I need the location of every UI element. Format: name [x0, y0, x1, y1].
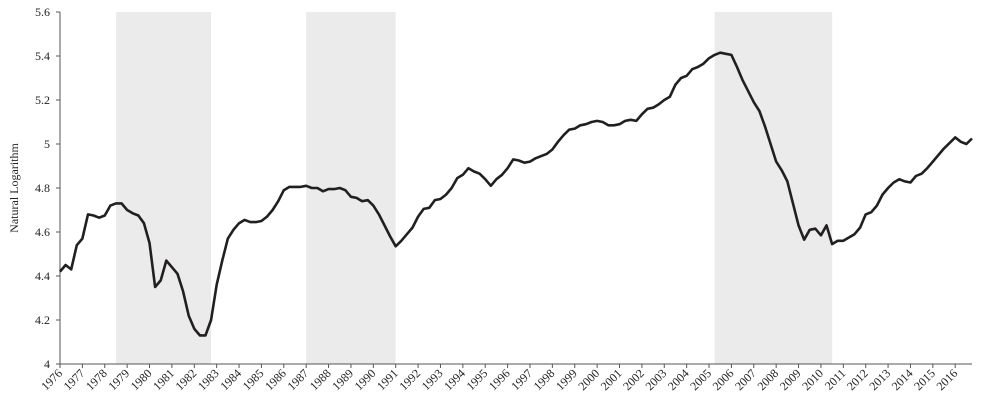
shaded-period [306, 12, 396, 364]
x-tick-label: 2009 [777, 366, 804, 393]
y-tick-label: 4.6 [35, 225, 50, 239]
y-tick-label: 4 [44, 357, 50, 371]
shaded-period [714, 12, 833, 364]
y-tick-label: 4.4 [35, 269, 50, 283]
x-tick-label: 2012 [844, 366, 871, 393]
x-tick-label: 1992 [396, 366, 423, 393]
x-tick-label: 1976 [38, 366, 65, 393]
x-tick-label: 1989 [329, 366, 356, 393]
x-tick-label: 2010 [799, 366, 826, 393]
x-tick-label: 2005 [687, 366, 714, 393]
x-tick-label: 1990 [352, 366, 379, 393]
x-tick-label: 1988 [307, 366, 334, 393]
x-tick-label: 1977 [61, 366, 88, 393]
x-tick-label: 1985 [240, 366, 267, 393]
x-tick-label: 2003 [643, 366, 670, 393]
y-tick-label: 4.2 [35, 313, 50, 327]
x-tick-label: 1994 [441, 366, 468, 393]
x-tick-label: 2006 [710, 366, 737, 393]
y-tick-label: 5.4 [35, 49, 50, 63]
x-tick-label: 1996 [486, 366, 513, 393]
x-tick-label: 1979 [105, 366, 132, 393]
x-tick-label: 2015 [911, 366, 938, 393]
x-tick-label: 1984 [217, 366, 244, 393]
y-axis-label: Natural Logarithm [7, 143, 21, 233]
x-tick-label: 1980 [128, 366, 155, 393]
x-tick-label: 2001 [598, 366, 625, 393]
x-tick-label: 1998 [531, 366, 558, 393]
x-tick-label: 1983 [195, 366, 222, 393]
x-tick-label: 1986 [262, 366, 289, 393]
x-tick-label: 1978 [83, 366, 110, 393]
x-tick-label: 2013 [866, 366, 893, 393]
y-tick-label: 4.8 [35, 181, 50, 195]
x-tick-label: 2016 [933, 366, 960, 393]
x-tick-label: 2002 [620, 366, 647, 393]
x-tick-label: 2004 [665, 366, 692, 393]
x-tick-label: 1991 [374, 366, 401, 393]
y-tick-label: 5 [44, 137, 50, 151]
x-tick-label: 2008 [754, 366, 781, 393]
x-tick-label: 1987 [284, 366, 311, 393]
x-tick-label: 1995 [463, 366, 490, 393]
x-tick-label: 2000 [575, 366, 602, 393]
line [59, 51, 973, 337]
y-tick-label: 5.2 [35, 93, 50, 107]
x-tick-label: 1981 [150, 366, 177, 393]
x-tick-label: 1999 [553, 366, 580, 393]
x-tick-label: 1982 [173, 366, 200, 393]
x-tick-label: 2014 [889, 366, 916, 393]
y-tick-label: 5.6 [35, 5, 50, 19]
x-tick-label: 1997 [508, 366, 535, 393]
x-tick-label: 2007 [732, 366, 759, 393]
shaded-period [115, 12, 212, 364]
x-tick-label: 2011 [822, 366, 849, 393]
x-tick-label: 1993 [419, 366, 446, 393]
